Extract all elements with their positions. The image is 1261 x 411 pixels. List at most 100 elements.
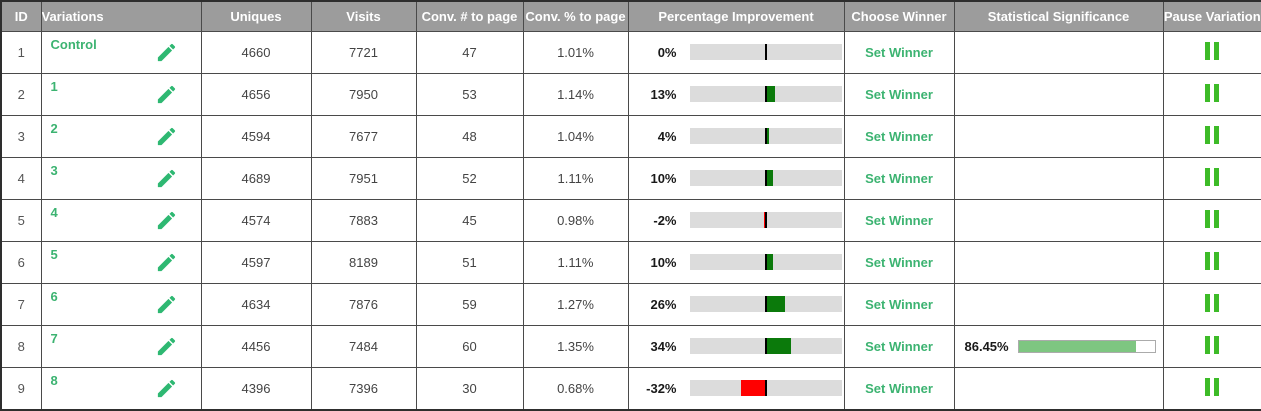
conv-num-value: 45 xyxy=(415,198,524,242)
pause-variation-button[interactable] xyxy=(1203,41,1221,60)
edit-pencil-icon[interactable] xyxy=(155,83,178,106)
visits-value: 7883 xyxy=(310,198,417,242)
variation-cell: 1 xyxy=(40,72,202,116)
edit-pencil-icon[interactable] xyxy=(155,167,178,190)
choose-winner-cell: Set Winner xyxy=(843,240,955,284)
improvement-zero-marker xyxy=(764,170,767,186)
pause-variation-button[interactable] xyxy=(1203,167,1221,186)
visits-value: 7396 xyxy=(310,366,417,410)
improvement-bar-fill xyxy=(765,254,774,270)
uniques-value: 4597 xyxy=(200,240,312,284)
row-id: 1 xyxy=(0,30,42,74)
conv-num-value: 52 xyxy=(415,156,524,200)
visits-value: 7951 xyxy=(310,156,417,200)
set-winner-button[interactable]: Set Winner xyxy=(865,338,933,354)
variation-name[interactable]: 7 xyxy=(50,330,58,346)
improvement-zero-marker xyxy=(764,128,767,144)
conv-pct-value: 1.04% xyxy=(522,114,629,158)
variation-name[interactable]: 4 xyxy=(50,204,58,220)
table-row: 2 1 4656 7950 53 1.14% 13% xyxy=(0,72,1261,116)
set-winner-button[interactable]: Set Winner xyxy=(865,86,933,102)
pause-icon xyxy=(1205,209,1211,228)
edit-pencil-icon[interactable] xyxy=(155,209,178,232)
visits-value: 7484 xyxy=(310,324,417,368)
significance-label: 86.45% xyxy=(964,338,1009,354)
pause-variation-button[interactable] xyxy=(1203,293,1221,312)
conv-pct-value: 1.14% xyxy=(522,72,629,116)
significance-cell: 86.45% xyxy=(953,324,1164,368)
variation-cell: 4 xyxy=(40,198,202,242)
table-row: 3 2 4594 7677 48 1.04% 4% xyxy=(0,114,1261,158)
visits-value: 7876 xyxy=(310,282,417,326)
improvement-label: 0% xyxy=(657,44,677,60)
improvement-bar xyxy=(689,380,842,396)
pause-variation-button[interactable] xyxy=(1203,209,1221,228)
conv-num-value: 60 xyxy=(415,324,524,368)
variation-name[interactable]: 8 xyxy=(50,372,58,388)
edit-pencil-icon[interactable] xyxy=(155,377,178,400)
set-winner-button[interactable]: Set Winner xyxy=(865,380,933,396)
col-header-uniques: Uniques xyxy=(200,0,312,32)
pause-icon xyxy=(1214,125,1220,144)
pause-icon xyxy=(1214,41,1220,60)
set-winner-button[interactable]: Set Winner xyxy=(865,254,933,270)
improvement-cell: 34% xyxy=(627,324,845,368)
pause-variation-button[interactable] xyxy=(1203,125,1221,144)
uniques-value: 4456 xyxy=(200,324,312,368)
improvement-cell: -2% xyxy=(627,198,845,242)
table-row: 9 8 4396 7396 30 0.68% -32% xyxy=(0,366,1261,410)
edit-pencil-icon[interactable] xyxy=(155,251,178,274)
choose-winner-cell: Set Winner xyxy=(843,156,955,200)
conv-num-value: 51 xyxy=(415,240,524,284)
improvement-bar xyxy=(689,170,842,186)
variation-name[interactable]: 1 xyxy=(50,78,58,94)
improvement-cell: 26% xyxy=(627,282,845,326)
conv-pct-value: 0.98% xyxy=(522,198,629,242)
variation-name[interactable]: Control xyxy=(50,36,97,52)
pause-icon xyxy=(1214,377,1220,396)
set-winner-button[interactable]: Set Winner xyxy=(865,44,933,60)
table-row: 1 Control 4660 7721 47 1.01% 0% xyxy=(0,30,1261,74)
visits-value: 7721 xyxy=(310,30,417,74)
col-header-conv-pct: Conv. % to page xyxy=(522,0,629,32)
edit-pencil-icon[interactable] xyxy=(155,125,178,148)
improvement-bar-fill xyxy=(741,380,766,396)
significance-cell xyxy=(953,156,1164,200)
significance-cell xyxy=(953,198,1164,242)
pause-variation-button[interactable] xyxy=(1203,377,1221,396)
significance-bar xyxy=(1017,339,1156,353)
edit-pencil-icon[interactable] xyxy=(155,335,178,358)
improvement-label: -32% xyxy=(646,380,677,396)
pause-variation-button[interactable] xyxy=(1203,83,1221,102)
set-winner-button[interactable]: Set Winner xyxy=(865,128,933,144)
set-winner-button[interactable]: Set Winner xyxy=(865,212,933,228)
pause-cell xyxy=(1162,156,1261,200)
pause-variation-button[interactable] xyxy=(1203,251,1221,270)
row-id: 6 xyxy=(0,240,42,284)
set-winner-button[interactable]: Set Winner xyxy=(865,296,933,312)
pause-cell xyxy=(1162,198,1261,242)
variation-name[interactable]: 5 xyxy=(50,246,58,262)
edit-pencil-icon[interactable] xyxy=(155,41,178,64)
set-winner-button[interactable]: Set Winner xyxy=(865,170,933,186)
improvement-bar xyxy=(689,44,842,60)
uniques-value: 4656 xyxy=(200,72,312,116)
variation-name[interactable]: 2 xyxy=(50,120,58,136)
variation-cell: 2 xyxy=(40,114,202,158)
pause-variation-button[interactable] xyxy=(1203,335,1221,354)
variation-name[interactable]: 6 xyxy=(50,288,58,304)
table-row: 7 6 4634 7876 59 1.27% 26% xyxy=(0,282,1261,326)
choose-winner-cell: Set Winner xyxy=(843,366,955,410)
table-row: 8 7 4456 7484 60 1.35% 34% xyxy=(0,324,1261,368)
col-header-variations: Variations xyxy=(40,0,202,32)
col-header-id: ID xyxy=(0,0,42,32)
improvement-zero-marker xyxy=(764,296,767,312)
pause-icon xyxy=(1205,335,1211,354)
edit-pencil-icon[interactable] xyxy=(155,293,178,316)
variation-cell: Control xyxy=(40,30,202,74)
variation-name[interactable]: 3 xyxy=(50,162,58,178)
improvement-bar xyxy=(689,212,842,228)
choose-winner-cell: Set Winner xyxy=(843,114,955,158)
pause-icon xyxy=(1205,125,1211,144)
